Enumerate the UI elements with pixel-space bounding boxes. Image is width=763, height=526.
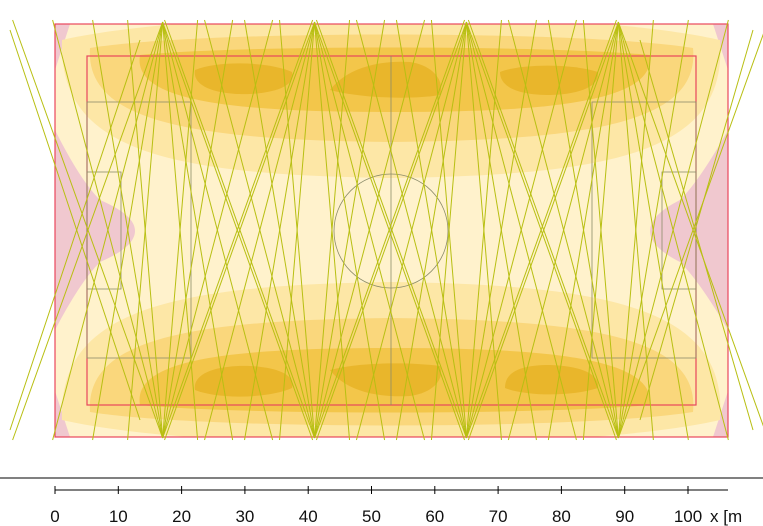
beam-line (162, 19, 274, 439)
pitch-markings (86, 55, 697, 406)
beam-line (315, 19, 467, 439)
beam-line (9, 29, 141, 421)
beam-line (12, 21, 164, 441)
x-axis: 0 10 20 30 40 50 60 70 80 90 100 x [m (0, 477, 763, 526)
beam-line (92, 19, 164, 439)
beam-line (164, 19, 316, 439)
contour-peak-bottom-left (194, 365, 293, 397)
beam-line (617, 19, 729, 439)
axis-unit-label: x [m (710, 507, 742, 526)
beam-line (617, 19, 654, 439)
beam-line (9, 39, 141, 431)
beam-line (162, 19, 199, 439)
axis-tick-label: 50 (362, 507, 381, 526)
beam-line (430, 19, 467, 439)
beam-line (465, 19, 617, 439)
axis-tick-label: 90 (615, 507, 634, 526)
contour-peak-bottom-center (330, 363, 442, 397)
beam-line (244, 19, 316, 439)
beam-line (12, 19, 164, 439)
contour-peak-bottom-right (505, 365, 599, 395)
beam-line (355, 19, 467, 439)
beam-line (639, 39, 754, 431)
axis-tick-label: 30 (235, 507, 254, 526)
beam-line (162, 21, 274, 441)
beam-line (315, 21, 467, 441)
axis-tick-label: 100 (674, 507, 702, 526)
beam-line (355, 21, 467, 441)
beam-line (395, 19, 467, 439)
beam-line (507, 19, 619, 439)
beam-line (507, 21, 619, 441)
beam-line (127, 19, 164, 439)
beam-line (465, 19, 577, 439)
beam-line (617, 21, 729, 441)
beam-line (52, 21, 164, 441)
centre-circle (333, 173, 449, 289)
axis-tick-label: 80 (552, 507, 571, 526)
beam-line (617, 19, 689, 439)
beam-line (465, 21, 617, 441)
contour-peak-top-left (194, 63, 293, 95)
beam-line (162, 19, 314, 439)
beam-line (639, 29, 754, 421)
beam-line (465, 21, 577, 441)
beam-line (162, 21, 314, 441)
axis-tick-label: 10 (109, 507, 128, 526)
beam-line (314, 19, 351, 439)
beam-line (465, 19, 537, 439)
beam-line (314, 21, 426, 441)
field-boundary (54, 23, 729, 438)
axis-tick-label: 20 (172, 507, 191, 526)
floodlight-beam-lines (9, 19, 763, 441)
beam-line (52, 19, 164, 439)
beam-line (279, 19, 316, 439)
axis-tick-label: 60 (425, 507, 444, 526)
beam-line (162, 19, 234, 439)
beam-line (465, 19, 502, 439)
beam-line (467, 19, 619, 439)
contour-peak-top-right (500, 65, 599, 95)
beam-line (467, 21, 619, 441)
beam-line (314, 19, 466, 439)
beam-line (547, 19, 619, 439)
axis-tick-label: 0 (50, 507, 59, 526)
beam-line (617, 33, 763, 439)
beam-line (204, 21, 316, 441)
beam-line (314, 21, 466, 441)
beam-line (314, 19, 426, 439)
axis-tick-label: 40 (299, 507, 318, 526)
goal-area-left (86, 171, 122, 290)
beam-line (582, 19, 619, 439)
beam-line (314, 19, 386, 439)
axis-ticks: 0 10 20 30 40 50 60 70 80 90 100 (50, 486, 702, 526)
beam-line (204, 19, 316, 439)
beam-line (164, 21, 316, 441)
goal-area-right (661, 171, 697, 290)
contour-peak-top-center (330, 61, 442, 98)
beam-line (617, 21, 763, 427)
axis-tick-label: 70 (489, 507, 508, 526)
